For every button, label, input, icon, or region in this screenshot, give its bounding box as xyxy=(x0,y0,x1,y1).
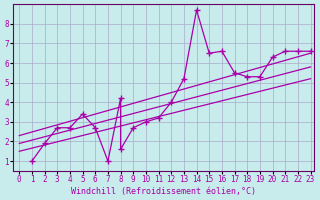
X-axis label: Windchill (Refroidissement éolien,°C): Windchill (Refroidissement éolien,°C) xyxy=(71,187,256,196)
